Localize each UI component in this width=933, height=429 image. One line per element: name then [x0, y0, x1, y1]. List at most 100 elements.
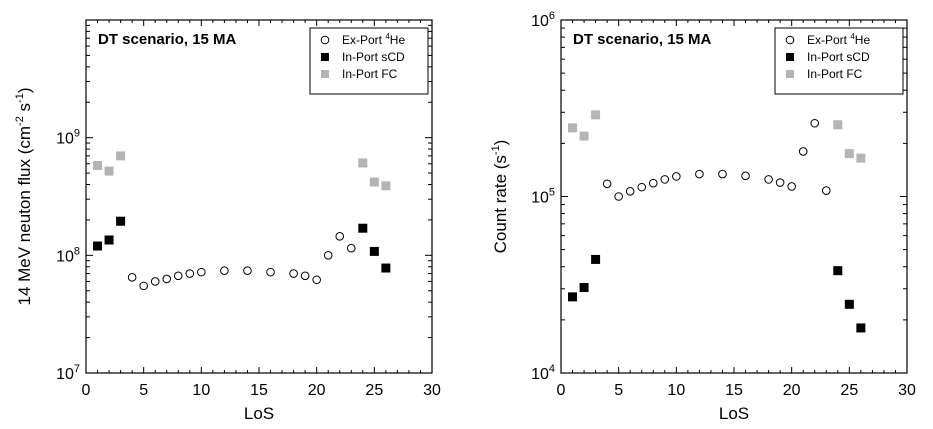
data-point-circle: [312, 275, 321, 285]
data-point-circle: [614, 192, 623, 201]
data-point-square: [369, 177, 379, 187]
x-tick-label: 20: [783, 382, 801, 399]
legend-label: In-Port FC: [807, 67, 863, 81]
x-tick-label: 30: [898, 382, 916, 399]
data-point-circle: [798, 147, 808, 156]
data-point-square: [856, 323, 866, 333]
data-point-circle: [660, 175, 670, 184]
data-point-circle: [220, 266, 229, 276]
data-point-circle: [741, 171, 750, 181]
series-filled-square-2: [93, 216, 391, 273]
data-point-circle: [127, 273, 137, 282]
legend-marker-circle: [320, 35, 330, 45]
panel-title: DT scenario, 15 MA: [573, 31, 712, 48]
data-point-square: [358, 158, 368, 168]
y-tick-label: 108: [56, 245, 80, 265]
data-point-square: [104, 235, 114, 245]
data-point-circle: [648, 178, 658, 188]
data-point-square: [381, 181, 391, 191]
legend-label: Ex-Port 4He: [807, 32, 870, 47]
series-filled-square-2: [568, 254, 866, 333]
data-point-square: [844, 149, 854, 159]
data-point-square: [591, 254, 601, 264]
legend-marker-square: [321, 53, 329, 61]
y-tick-label: 109: [56, 128, 80, 148]
y-tick-label: 106: [531, 10, 555, 30]
data-point-square: [844, 299, 854, 309]
data-point-circle: [173, 271, 183, 281]
chart-panel-1: 0 5 10 15 20 25 30 107 108 109 LoS 14 MeV neuton fl…: [14, 19, 441, 423]
data-point-square: [116, 151, 126, 161]
data-point-circle: [787, 182, 796, 191]
data-point-square: [579, 283, 589, 293]
data-point-square: [591, 110, 601, 120]
data-point-circle: [243, 266, 252, 276]
data-point-circle: [323, 251, 333, 260]
data-point-square: [358, 223, 368, 233]
legend-label: Ex-Port 4He: [342, 32, 405, 47]
data-point-circle: [695, 169, 704, 179]
y-axis-label: 14 MeV neuton flux (cm-2 s-1): [14, 88, 34, 306]
series-open-circle-1: [602, 118, 831, 201]
legend-label: In-Port sCD: [342, 50, 405, 64]
data-point-circle: [346, 243, 356, 253]
data-point-circle: [300, 271, 310, 281]
legend: Ex-Port 4He In-Port sCD In-Port FC: [774, 27, 904, 95]
data-point-circle: [289, 269, 298, 278]
x-tick-label: 0: [557, 382, 566, 399]
data-point-circle: [185, 269, 195, 278]
legend-marker-square: [786, 70, 794, 78]
data-point-square: [856, 153, 866, 163]
data-point-square: [568, 292, 578, 302]
data-point-circle: [821, 186, 831, 195]
x-axis-label: LoS: [719, 404, 749, 423]
y-axis-label: Count rate (s-1): [490, 140, 510, 254]
x-tick-label: 5: [614, 382, 623, 399]
x-tick-label: 20: [308, 382, 326, 399]
x-tick-label: 25: [840, 382, 858, 399]
x-tick-label: 10: [667, 382, 685, 399]
legend-marker-circle: [785, 35, 795, 45]
data-point-square: [93, 241, 103, 251]
data-point-circle: [150, 277, 160, 286]
data-point-square: [833, 120, 843, 130]
x-tick-label: 15: [725, 382, 743, 399]
data-point-square: [381, 263, 391, 273]
data-point-circle: [764, 175, 773, 184]
data-point-circle: [810, 118, 820, 128]
legend: Ex-Port 4He In-Port sCD In-Port FC: [309, 27, 429, 95]
data-point-square: [579, 131, 589, 141]
x-tick-label: 0: [82, 382, 91, 399]
data-point-circle: [162, 274, 172, 284]
series-filled-square-3: [93, 151, 391, 191]
data-point-square: [568, 123, 578, 133]
chart-panel-2: 0 5 10 15 20 25 30 104 105 106 LoS Count rate (s-1)…: [490, 10, 916, 423]
data-point-circle: [637, 182, 647, 192]
data-point-circle: [335, 232, 345, 241]
data-point-circle: [197, 267, 206, 277]
data-point-square: [116, 216, 126, 226]
y-tick-label: 105: [531, 187, 555, 207]
series-filled-square-3: [568, 110, 866, 163]
series-open-circle-1: [127, 232, 356, 291]
data-point-circle: [139, 281, 148, 291]
x-tick-label: 30: [423, 382, 441, 399]
data-point-circle: [775, 178, 785, 187]
data-point-circle: [602, 179, 612, 189]
legend-label: In-Port FC: [342, 67, 398, 81]
data-point-square: [93, 161, 103, 171]
data-point-square: [833, 266, 843, 276]
data-point-circle: [625, 187, 635, 196]
x-axis-label: LoS: [244, 404, 274, 423]
x-tick-label: 15: [250, 382, 268, 399]
data-point-circle: [672, 172, 681, 181]
x-tick-label: 10: [192, 382, 210, 399]
legend-marker-square: [321, 70, 329, 78]
data-point-circle: [718, 169, 727, 179]
x-tick-label: 5: [139, 382, 148, 399]
y-tick-label: 107: [56, 363, 80, 383]
data-point-square: [369, 246, 379, 256]
legend-marker-square: [786, 53, 794, 61]
legend-box: [774, 27, 904, 95]
